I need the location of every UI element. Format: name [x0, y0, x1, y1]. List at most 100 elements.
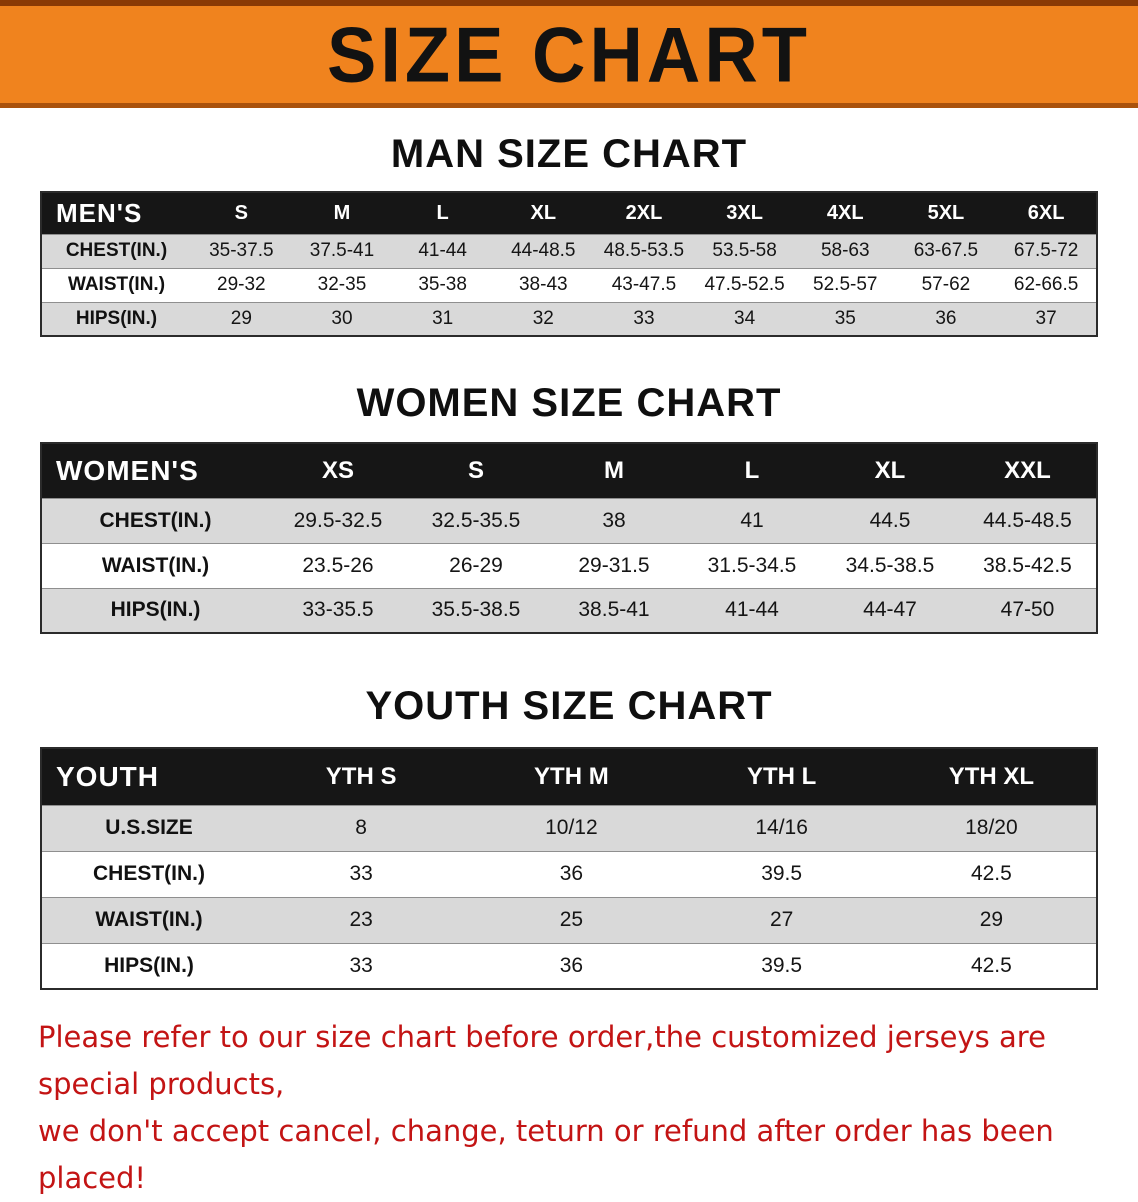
size-cell: 18/20: [965, 816, 1018, 839]
table-row: CHEST(IN.) 33 36 39.5 42.5: [41, 851, 1097, 897]
mens-size-table: MEN'S S M L XL 2XL 3XL 4XL 5XL 6XL CHEST(IN.) 35-37…: [40, 191, 1098, 337]
womens-heading: WOMEN SIZE CHART: [356, 381, 782, 425]
size-cell: 41: [740, 508, 764, 532]
table-row: HIPS(IN.) 29 30 31 32 33 34 35 36 37: [41, 302, 1097, 336]
size-cell: 29: [230, 307, 252, 329]
size-cell: 44.5-48.5: [983, 508, 1072, 532]
size-column-header: S: [467, 456, 484, 484]
size-cell: 26-29: [449, 553, 503, 577]
size-column-header: YTH XL: [948, 762, 1035, 790]
table-row: WAIST(IN.) 23.5-26 26-29 29-31.5 31.5-34.5 34…: [41, 543, 1097, 588]
row-label: HIPS(IN.): [104, 953, 194, 977]
size-cell: 39.5: [761, 862, 803, 885]
size-cell: 35-37.5: [209, 240, 274, 261]
size-cell: 35: [834, 307, 856, 329]
size-cell: 30: [331, 307, 353, 329]
disclaimer-line-2: we don't accept cancel, change, teturn o…: [38, 1114, 1054, 1195]
size-cell: 14/16: [755, 816, 808, 839]
size-cell: 23.5-26: [302, 553, 374, 577]
size-cell: 53.5-58: [712, 240, 777, 261]
disclaimer: Please refer to our size chart before or…: [38, 1014, 1100, 1202]
youth-size-table: YOUTH YTH S YTH M YTH L YTH XL U.S.SIZE 8 10/12…: [40, 747, 1098, 990]
size-cell: 48.5-53.5: [603, 240, 685, 261]
row-label: CHEST(IN.): [65, 240, 168, 261]
size-cell: 31.5-34.5: [707, 553, 797, 577]
header-row: MEN'S S M L XL 2XL 3XL 4XL 5XL 6XL: [41, 192, 1097, 234]
row-label: WAIST(IN.): [67, 274, 166, 295]
size-column-header: YTH S: [325, 762, 397, 790]
size-column-header: XS: [321, 456, 354, 484]
womens-section: WOMEN SIZE CHART WOMEN'S XS S M L XL XXL CHEST(I…: [40, 381, 1098, 634]
row-label: U.S.SIZE: [105, 816, 193, 839]
size-cell: 38: [602, 508, 626, 532]
size-column-header: XL: [530, 201, 557, 224]
size-cell: 42.5: [970, 862, 1012, 885]
header-row: YOUTH YTH S YTH M YTH L YTH XL: [41, 748, 1097, 805]
mens-table-head: MEN'S S M L XL 2XL 3XL 4XL 5XL 6XL: [41, 192, 1097, 234]
size-cell: 42.5: [970, 953, 1012, 977]
size-cell: 47-50: [1000, 598, 1055, 622]
womens-size-table: WOMEN'S XS S M L XL XXL CHEST(IN.) 29.5-32.5 32.5…: [40, 442, 1098, 634]
youth-table-body: U.S.SIZE 8 10/12 14/16 18/20 CHEST(IN.) 33 36 39…: [41, 805, 1097, 989]
mens-heading: MAN SIZE CHART: [390, 132, 748, 176]
size-cell: 33: [349, 862, 373, 885]
size-chart-sections: MAN SIZE CHART MEN'S S M L XL 2XL 3XL 4XL 5XL 6XL C…: [0, 132, 1138, 990]
youth-section: YOUTH SIZE CHART YOUTH YTH S YTH M YTH L YTH …: [40, 684, 1098, 990]
table-row: CHEST(IN.) 29.5-32.5 32.5-35.5 38 41 44.5 44.5…: [41, 498, 1097, 543]
size-cell: 39.5: [761, 953, 803, 977]
table-row: WAIST(IN.) 29-32 32-35 35-38 38-43 43-47.5 47.…: [41, 268, 1097, 302]
size-cell: 47.5-52.5: [704, 274, 785, 295]
size-cell: 52.5-57: [813, 274, 878, 295]
size-cell: 33-35.5: [302, 598, 374, 622]
size-cell: 63-67.5: [913, 240, 979, 261]
size-column-header: YTH L: [746, 762, 817, 790]
size-cell: 36: [559, 862, 584, 885]
size-cell: 37: [1035, 307, 1057, 329]
size-cell: 8: [355, 816, 367, 839]
size-cell: 29-32: [217, 274, 266, 295]
size-column-header: 2XL: [625, 201, 663, 224]
size-cell: 31: [432, 307, 454, 329]
size-column-header: 3XL: [726, 201, 763, 224]
table-row: WAIST(IN.) 23 25 27 29: [41, 897, 1097, 943]
youth-table-title-cell: YOUTH: [56, 760, 159, 792]
size-cell: 35.5-38.5: [431, 598, 521, 622]
mens-section: MAN SIZE CHART MEN'S S M L XL 2XL 3XL 4XL 5XL 6XL C…: [40, 132, 1098, 337]
disclaimer-line-1: Please refer to our size chart before or…: [38, 1020, 1046, 1101]
row-label: HIPS(IN.): [75, 307, 158, 329]
womens-table-title-cell: WOMEN'S: [56, 454, 199, 486]
size-cell: 25: [559, 908, 584, 931]
size-cell: 10/12: [545, 816, 598, 839]
size-column-header: YTH M: [534, 762, 609, 790]
table-row: HIPS(IN.) 33-35.5 35.5-38.5 38.5-41 41-44 44-…: [41, 588, 1097, 633]
banner: SIZE CHART: [0, 0, 1138, 108]
size-cell: 58-63: [820, 240, 870, 261]
womens-table-head: WOMEN'S XS S M L XL XXL: [41, 443, 1097, 498]
mens-table-title-cell: MEN'S: [56, 197, 143, 228]
size-cell: 38-43: [518, 274, 568, 295]
size-column-header: S: [234, 201, 248, 224]
size-cell: 33: [349, 953, 373, 977]
row-label: WAIST(IN.): [101, 553, 210, 577]
youth-table-head: YOUTH YTH S YTH M YTH L YTH XL: [41, 748, 1097, 805]
table-row: HIPS(IN.) 33 36 39.5 42.5: [41, 943, 1097, 989]
size-column-header: 5XL: [927, 201, 965, 224]
row-label: CHEST(IN.): [93, 862, 205, 885]
size-cell: 43-47.5: [611, 274, 677, 295]
womens-table-body: CHEST(IN.) 29.5-32.5 32.5-35.5 38 41 44.5 44.5…: [41, 498, 1097, 633]
size-column-header: 4XL: [826, 201, 864, 224]
size-cell: 41-44: [725, 598, 779, 622]
size-column-header: M: [604, 456, 624, 484]
size-cell: 44-48.5: [511, 240, 576, 261]
size-cell: 34.5-38.5: [845, 553, 935, 577]
size-column-header: L: [744, 456, 760, 484]
header-row: WOMEN'S XS S M L XL XXL: [41, 443, 1097, 498]
size-cell: 41-44: [418, 240, 467, 261]
size-cell: 38.5-42.5: [983, 553, 1072, 577]
size-cell: 23: [349, 908, 373, 931]
size-column-header: XL: [874, 456, 906, 484]
size-cell: 32: [532, 307, 554, 329]
row-label: CHEST(IN.): [99, 508, 212, 532]
size-cell: 37.5-41: [309, 240, 375, 261]
